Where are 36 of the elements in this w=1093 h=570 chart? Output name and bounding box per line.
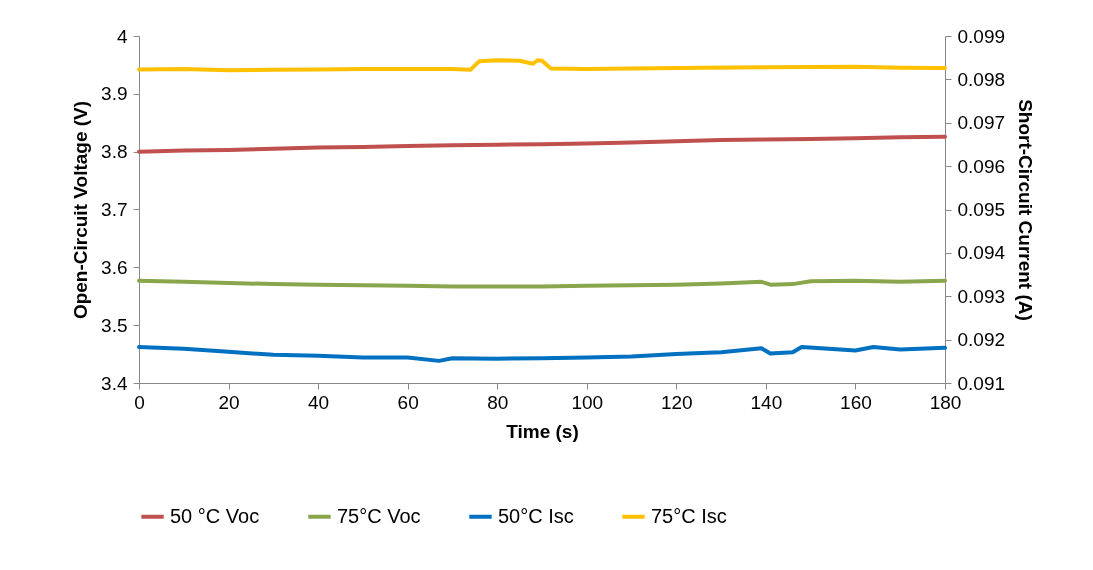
x-tick-label: 160 (840, 391, 872, 413)
y2-tick-label: 0.093 (957, 285, 1006, 307)
line-series (137, 134, 947, 154)
y2-tick-label: 0.098 (957, 68, 1006, 90)
legend-label: 75°C Voc (337, 504, 421, 527)
x-tick-label: 100 (571, 391, 604, 413)
x-tick-label: 120 (660, 391, 693, 413)
y2-tick-label: 0.092 (957, 329, 1006, 351)
y-tick-label: 3.4 (101, 372, 128, 394)
y-tick-label: 3.7 (101, 199, 128, 220)
y-tick-label: 3.5 (101, 314, 128, 336)
line-series (137, 58, 947, 73)
y-tick-label: 3.9 (101, 83, 128, 105)
legend-label: 75°C Isc (651, 504, 727, 527)
x-tick-label: 40 (308, 391, 330, 413)
y-tick-label: 3.6 (101, 256, 128, 278)
x-axis-title: Time (s) (506, 420, 579, 442)
y2-tick-label: 0.095 (957, 199, 1006, 220)
y2-tick-label: 0.096 (957, 155, 1006, 177)
x-tick-label: 60 (397, 391, 419, 413)
legend-label: 50 °C Voc (170, 504, 260, 527)
y2-tick-label: 0.097 (957, 112, 1006, 134)
x-tick-label: 0 (134, 391, 145, 413)
y2-axis-title: Short-Circuit Current (A) (1015, 99, 1037, 321)
y-axis-title: Open-Circuit Voltage (V) (70, 100, 92, 320)
y-tick-label: 4 (116, 25, 128, 47)
y2-tick-label: 0.099 (957, 25, 1006, 47)
legend-label: 50°C Isc (498, 504, 574, 527)
x-tick-label: 80 (487, 391, 509, 413)
y2-tick-label: 0.094 (957, 242, 1006, 264)
x-tick-label: 180 (929, 391, 962, 413)
line-series (137, 345, 947, 363)
y2-tick-label: 0.091 (957, 372, 1006, 394)
y-tick-label: 3.8 (101, 141, 128, 163)
x-tick-label: 140 (750, 391, 783, 413)
x-tick-label: 20 (218, 391, 240, 413)
